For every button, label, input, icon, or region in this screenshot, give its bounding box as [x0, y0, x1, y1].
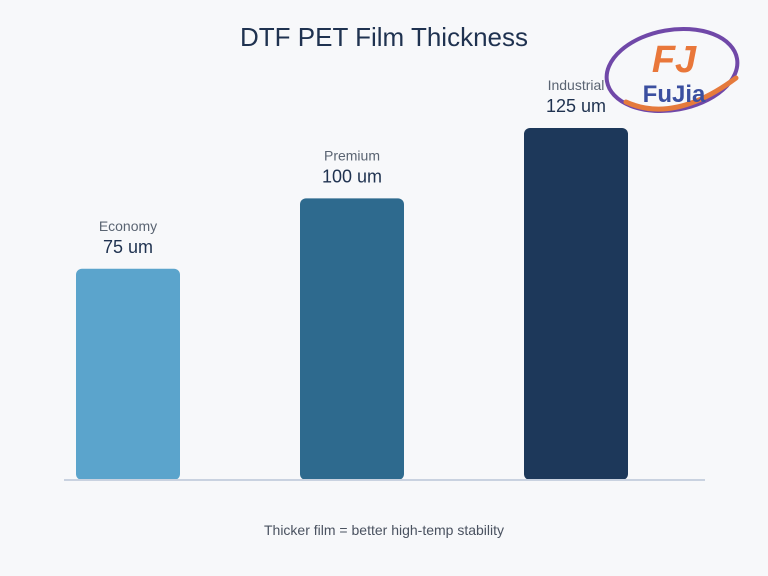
value-label-economy: 75 um	[103, 237, 153, 257]
bar-economy	[76, 268, 180, 480]
category-label-industrial: Industrial	[548, 77, 605, 93]
bar-premium	[300, 198, 404, 480]
bars-group: 75 um Economy 100 um Premium 125 um Industria…	[76, 77, 628, 480]
logo-ring	[604, 26, 740, 114]
category-label-economy: Economy	[99, 218, 157, 234]
chart-caption: Thicker film = better high-temp stabilit…	[264, 522, 504, 538]
chart-title: DTF PET Film Thickness	[240, 22, 528, 52]
logo-monogram: FJ	[652, 39, 697, 81]
category-label-premium: Premium	[324, 147, 380, 163]
logo-swoosh	[623, 75, 739, 112]
fujia-logo: FJ FuJia	[604, 26, 740, 114]
value-label-premium: 100 um	[322, 166, 382, 186]
value-label-industrial: 125 um	[546, 96, 606, 116]
logo-wordmark: FuJia	[643, 81, 706, 108]
bar-industrial	[524, 128, 628, 480]
